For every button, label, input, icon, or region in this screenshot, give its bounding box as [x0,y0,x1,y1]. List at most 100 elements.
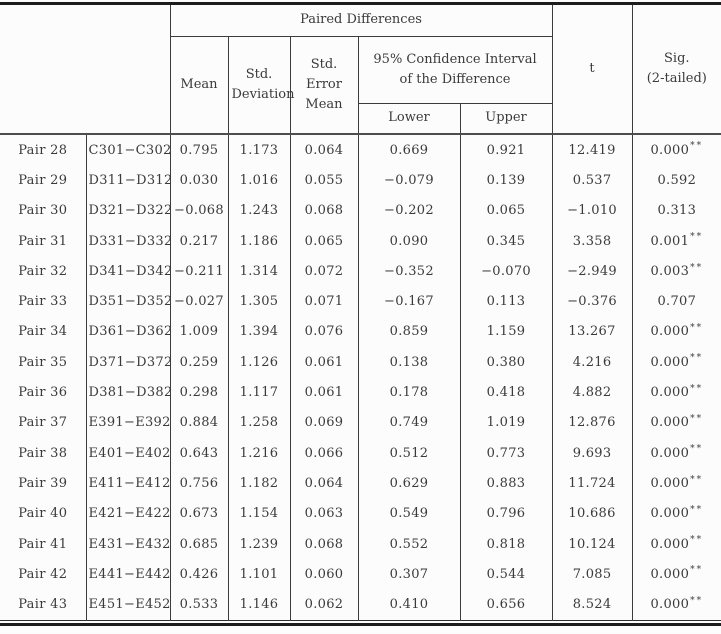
sig-value-cell: 0.313 [657,203,697,219]
mean-cell: 0.259 [170,347,229,378]
mean-cell: 0.217 [170,225,229,257]
pair-label-cell: Pair 42 [0,559,87,590]
ci-upper-cell: −0.070 [460,256,553,287]
std-error-mean-cell: 0.065 [290,225,359,257]
std-deviation-cell: 1.016 [228,165,291,196]
ci-lower-cell: −0.079 [358,165,461,196]
std-deviation-cell: 1.186 [228,225,291,257]
significance-stars: ** [690,504,704,515]
std-deviation-cell: 1.394 [228,316,291,348]
std-error-mean-cell: 0.064 [290,468,359,499]
t-value-cell: 0.537 [552,165,633,196]
table-row: Pair 31 D331−D332 0.217 1.186 0.065 0.090 0.34… [0,225,721,257]
ci-lower-cell: 0.410 [358,589,461,621]
mean-cell: 0.533 [170,589,229,621]
ci-upper-cell: 0.345 [460,225,553,257]
variable-pair-cell: D351−D352 [86,286,172,317]
variable-pair-cell: D321−D322 [86,195,172,226]
variable-pair-cell: E411−E412 [86,468,171,499]
t-value-cell: −2.949 [552,256,633,287]
ci-upper-cell: 0.380 [460,347,553,378]
table-row: Pair 40 E421−E422 0.673 1.154 0.063 0.549 0.79… [0,498,721,529]
significance-stars: ** [690,413,704,424]
std-deviation-cell: 1.182 [228,468,291,499]
std-error-mean-cell: 0.060 [290,559,359,590]
sig-value-cell: 0.000** [650,141,704,158]
mean-cell: −0.211 [170,256,229,287]
header-row-group: Paired Differences t Sig. (2-tailed) [0,3,721,134]
pair-label-cell: Pair 36 [0,377,87,408]
ci-lower-cell: 0.307 [358,559,461,590]
std-deviation-cell: 1.117 [228,377,291,408]
t-value-cell: 8.524 [552,589,633,621]
table-row: Pair 34 D361−D362 1.009 1.394 0.076 0.859 1.15… [0,316,721,348]
pair-label-cell: Pair 29 [0,165,87,196]
pair-label-cell: Pair 39 [0,468,87,499]
confidence-interval-header: 95% Confidence Interval of the Differenc… [358,36,553,104]
sig-value-cell: 0.000** [650,413,704,431]
ci-lower-cell: 0.749 [358,407,461,438]
t-value-cell: −1.010 [552,195,633,226]
significance-stars: ** [690,262,704,273]
sig-value-cell: 0.000** [650,595,704,613]
table-header: Paired Differences t Sig. (2-tailed) Mea… [0,3,721,134]
pair-label-cell: Pair 28 [0,134,87,166]
sig-value-cell: 0.000** [650,353,704,370]
ci-upper-cell: 0.818 [460,528,553,560]
significance-stars: ** [690,474,704,485]
ci-upper-cell: 0.796 [460,498,553,529]
ci-lower-cell: −0.167 [358,286,461,317]
std-deviation-cell: 1.305 [228,286,291,317]
variable-pair-cell: E431−E432 [86,528,171,560]
table-row: Pair 32 D341−D342 −0.211 1.314 0.072 −0.352 −0… [0,256,721,287]
table-row: Pair 43 E451−E452 0.533 1.146 0.062 0.410 0.65… [0,589,721,621]
sig-value-cell: 0.000** [650,383,704,401]
std-deviation-cell: 1.314 [228,256,291,287]
std-deviation-cell: 1.216 [228,437,291,469]
t-value-cell: 9.693 [552,437,633,469]
mean-cell: 0.685 [170,528,229,560]
ci-lower-cell: 0.549 [358,498,461,529]
std-deviation-cell: 1.126 [228,347,291,378]
paired-samples-t-test-table: Paired Differences t Sig. (2-tailed) Mea… [0,2,721,621]
table-row: Pair 30 D321−D322 −0.068 1.243 0.068 −0.202 0.… [0,195,721,226]
sig-value-cell: 0.000** [650,474,704,491]
table-body: Pair 28 C301−C302 0.795 1.173 0.064 0.669 0.92… [0,134,721,621]
ci-upper-cell: 0.656 [460,589,553,621]
t-value-cell: 3.358 [552,225,633,257]
table-row: Pair 33 D351−D352 −0.027 1.305 0.071 −0.167 0.… [0,286,721,317]
ci-upper-cell: 1.019 [460,407,553,438]
ci-lower-cell: 0.512 [358,437,461,469]
ci-lower-cell: −0.352 [358,256,461,287]
ci-lower-cell: 0.859 [358,316,461,348]
sig-value-cell: 0.000** [650,504,704,522]
table-row: Pair 39 E411−E412 0.756 1.182 0.064 0.629 0.88… [0,468,721,499]
std-deviation-cell: 1.173 [228,134,291,166]
std-error-mean-cell: 0.072 [290,256,359,287]
variable-pair-cell: E401−E402 [86,437,171,469]
std-error-mean-cell: 0.068 [290,195,359,226]
ci-upper-cell: 1.159 [460,316,553,348]
table-row: Pair 36 D381−D382 0.298 1.117 0.061 0.178 0.41… [0,377,721,408]
sig-column-header: Sig. (2-tailed) [646,50,707,86]
table-bottom-rule [0,622,721,626]
significance-stars: ** [690,353,704,364]
sig-value-cell: 0.000** [650,323,704,340]
ci-lower-cell: 0.178 [358,377,461,408]
sig-value-cell: 0.000** [650,444,704,461]
mean-cell: 0.030 [170,165,229,196]
t-value-cell: 10.686 [552,498,633,529]
significance-stars: ** [690,595,704,606]
pair-label-cell: Pair 34 [0,316,87,348]
t-value-cell: 12.419 [552,134,633,166]
ci-upper-cell: 0.883 [460,468,553,499]
ci-upper-cell: 0.113 [460,286,553,317]
pair-label-cell: Pair 30 [0,195,87,226]
std-deviation-cell: 1.101 [228,559,291,590]
pair-label-cell: Pair 35 [0,347,87,378]
std-error-mean-cell: 0.069 [290,407,359,438]
significance-stars: ** [690,383,704,394]
variable-pair-cell: C301−C302 [86,134,171,166]
mean-cell: 0.884 [170,407,229,438]
t-value-cell: 4.882 [552,377,633,408]
